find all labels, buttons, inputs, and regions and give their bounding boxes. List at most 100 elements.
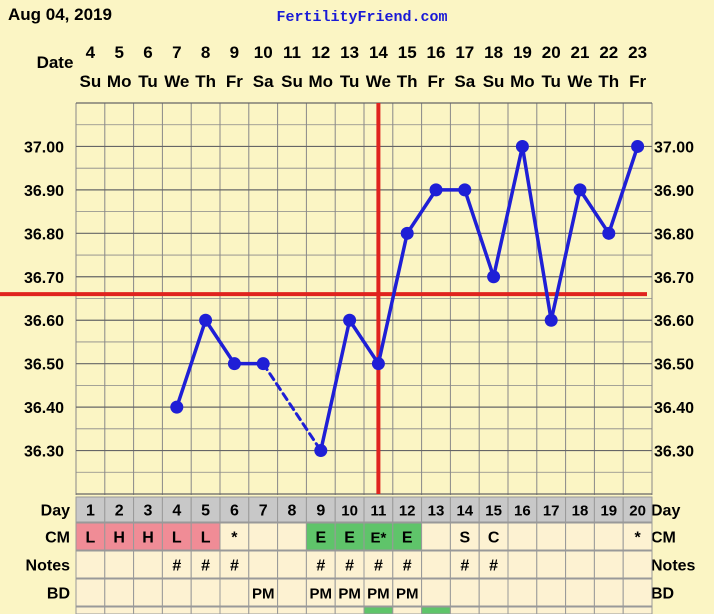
date-tick-label: 12 <box>311 43 330 62</box>
y-tick-label-left: 36.90 <box>24 183 64 200</box>
extra-row-cell <box>565 606 595 614</box>
date-header: 4 5 6 7 8 9 10 11 12 13 14 15 16 17 18 19 20 21 22 23 Su Mo Tu… <box>80 43 648 91</box>
row-label-notes-right: Notes <box>651 558 696 575</box>
day-cell <box>507 496 538 523</box>
day-cell <box>219 496 250 523</box>
day-cell <box>305 496 336 523</box>
temperature-segment <box>203 318 237 366</box>
day-cell <box>593 496 624 523</box>
cm-value: L <box>172 530 182 547</box>
day-cell <box>478 496 509 523</box>
notes-cell <box>277 550 307 579</box>
weekday-tick-label: Mo <box>309 72 334 91</box>
temperature-point[interactable] <box>515 139 529 153</box>
temperature-point[interactable] <box>544 313 558 327</box>
weekday-tick-label: We <box>164 72 189 91</box>
temperature-point[interactable] <box>371 357 385 371</box>
weekday-tick-label: Fr <box>428 72 445 91</box>
extra-row-cell <box>363 606 394 614</box>
weekday-tick-label: Su <box>80 72 102 91</box>
notes-value: # <box>345 558 354 575</box>
date-tick-label: 8 <box>201 43 210 62</box>
row-label-cm-left: CM <box>45 530 70 547</box>
date-tick-label: 22 <box>599 43 618 62</box>
temperature-point[interactable] <box>227 357 241 371</box>
day-value: 16 <box>514 503 531 520</box>
day-cell <box>104 496 135 523</box>
extra-row-cell <box>334 606 365 614</box>
temperature-point[interactable] <box>458 183 472 197</box>
temperature-point[interactable] <box>170 400 184 414</box>
weekday-tick-label: Th <box>598 72 619 91</box>
day-value: 7 <box>259 503 268 520</box>
day-cell <box>334 496 365 523</box>
day-value: 15 <box>485 503 502 520</box>
day-value: 5 <box>201 503 210 520</box>
cm-cell <box>248 522 279 551</box>
cm-cell <box>593 522 624 551</box>
row-label-day-left: Day <box>41 503 70 520</box>
cm-cell <box>277 522 307 551</box>
extra-row-cell <box>219 606 250 614</box>
extra-row-cell <box>305 606 336 614</box>
bd-cell <box>161 578 192 607</box>
day-value: 6 <box>230 503 239 520</box>
temperature-point[interactable] <box>602 226 616 240</box>
temperature-series <box>170 139 645 458</box>
bd-cell <box>75 578 106 607</box>
date-tick-label: 21 <box>571 43 590 62</box>
notes-cell <box>565 550 595 579</box>
cm-value: L <box>86 530 96 547</box>
cm-value: H <box>142 530 154 547</box>
temperature-point[interactable] <box>573 183 587 197</box>
y-tick-label-left: 36.50 <box>24 357 64 374</box>
day-cell <box>248 496 279 523</box>
bd-cell <box>219 578 250 607</box>
bd-value: PM <box>367 586 390 603</box>
temperature-point[interactable] <box>400 226 414 240</box>
extra-row-cell <box>133 606 163 614</box>
bd-cell <box>421 578 451 607</box>
extra-row-cell <box>507 606 538 614</box>
day-cell <box>622 496 653 523</box>
cm-cell <box>363 522 394 551</box>
notes-cell <box>392 550 423 579</box>
temperature-point[interactable] <box>256 357 270 371</box>
y-tick-label-right: 36.40 <box>654 400 694 417</box>
cm-cell <box>421 522 451 551</box>
bd-value: PM <box>396 586 419 603</box>
y-tick-label-left: 36.80 <box>24 226 64 243</box>
y-tick-label-left: 36.60 <box>24 313 64 330</box>
cm-cell <box>334 522 365 551</box>
cm-cell <box>478 522 509 551</box>
date-tick-label: 9 <box>230 43 239 62</box>
y-tick-label-right: 36.70 <box>654 270 694 287</box>
temperature-point[interactable] <box>429 183 443 197</box>
y-tick-label-left: 36.70 <box>24 270 64 287</box>
date-tick-label: 20 <box>542 43 561 62</box>
notes-cell <box>622 550 653 579</box>
bd-cell <box>104 578 135 607</box>
cm-value: H <box>113 530 125 547</box>
site-name[interactable]: FertilityFriend.com <box>276 9 447 26</box>
chart-date-label: Aug 04, 2019 <box>8 5 112 24</box>
bd-cell <box>190 578 221 607</box>
temperature-point[interactable] <box>487 270 501 284</box>
temperature-point[interactable] <box>314 444 328 458</box>
bd-cell <box>536 578 567 607</box>
extra-row-cell <box>622 606 653 614</box>
date-tick-label: 19 <box>513 43 532 62</box>
bd-cell <box>622 578 653 607</box>
day-value: 1 <box>86 503 95 520</box>
temperature-point[interactable] <box>199 313 213 327</box>
cm-value: L <box>201 530 211 547</box>
temperature-point[interactable] <box>343 313 357 327</box>
cm-cell <box>507 522 538 551</box>
bd-cell <box>133 578 163 607</box>
date-tick-label: 14 <box>369 43 388 62</box>
notes-cell <box>161 550 192 579</box>
cm-cell <box>104 522 135 551</box>
cm-value: * <box>231 530 238 547</box>
temperature-point[interactable] <box>631 139 645 153</box>
cm-value: C <box>488 530 500 547</box>
